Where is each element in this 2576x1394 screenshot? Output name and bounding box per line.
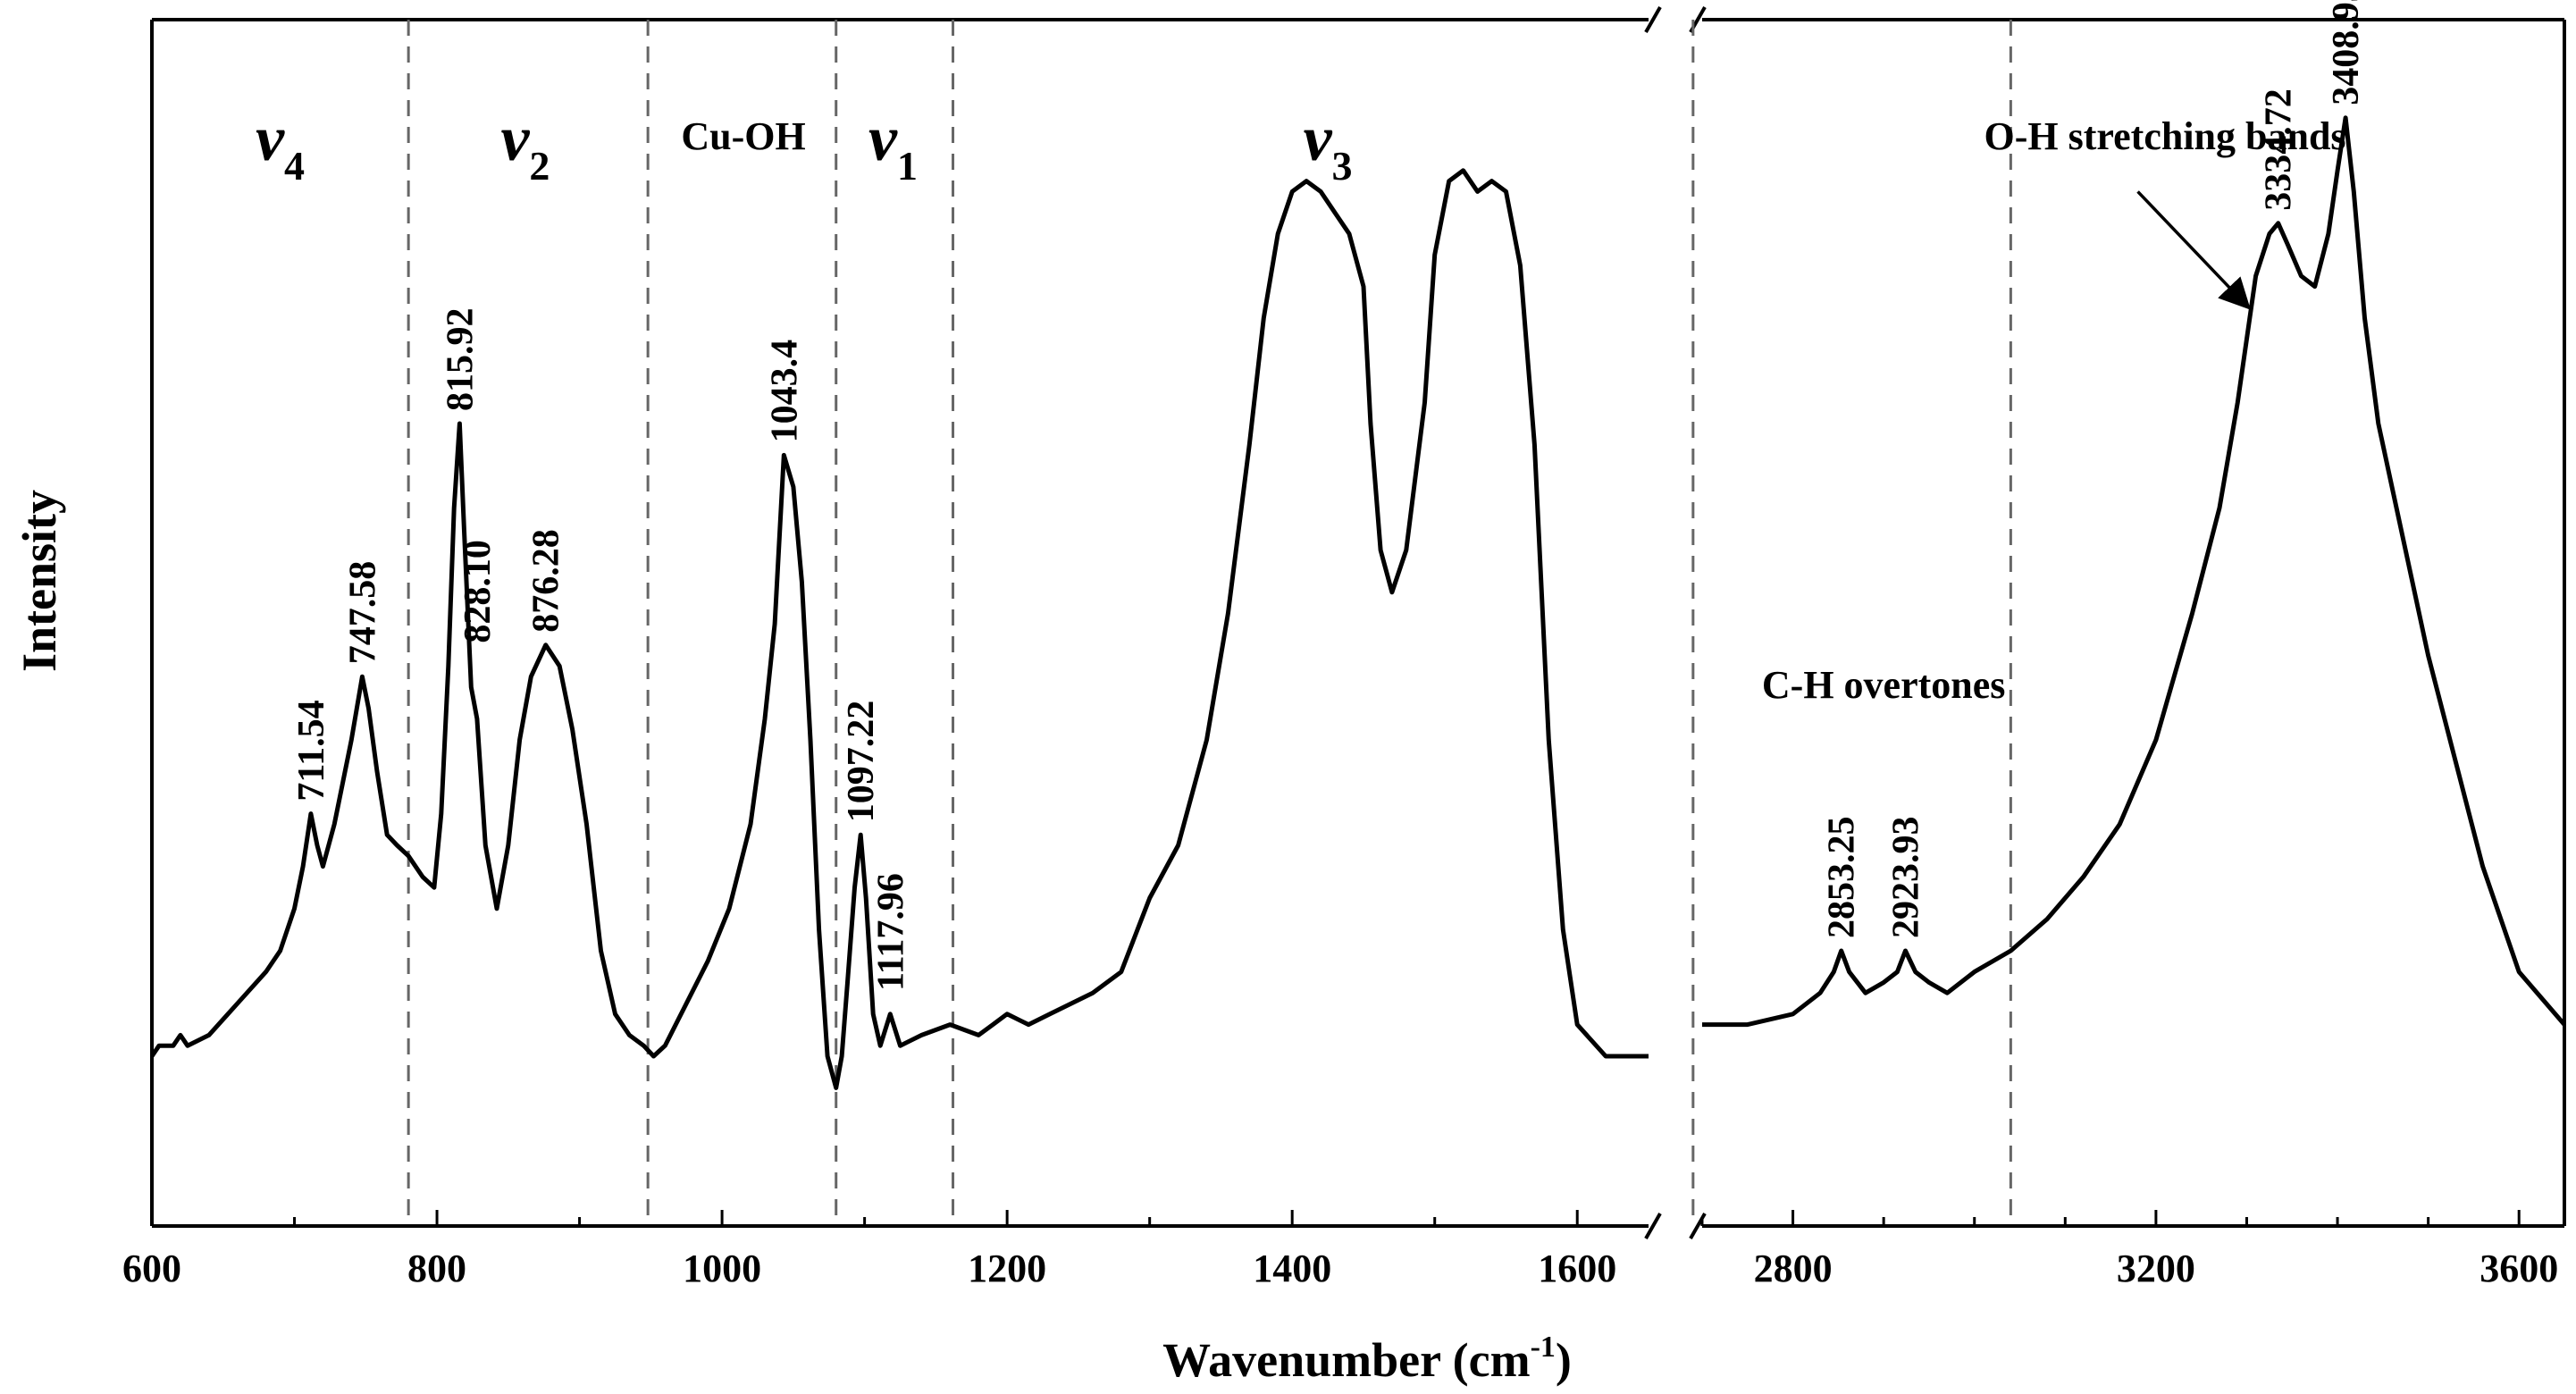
axis-break-mark bbox=[1644, 6, 1662, 33]
x-tick-label-1400: 1400 bbox=[1253, 1247, 1331, 1290]
oh-band-arrow bbox=[2136, 190, 2251, 310]
spectrum-lines bbox=[149, 115, 2566, 1090]
band-subscript: 4 bbox=[284, 143, 305, 189]
peak-label-747.58: 747.58 bbox=[342, 561, 383, 665]
spectrum-line-right bbox=[1702, 115, 2566, 1028]
x-tick-label-3200: 3200 bbox=[2117, 1247, 2195, 1290]
peak-label-828.10: 828.10 bbox=[457, 540, 499, 643]
band-subscript: 3 bbox=[1332, 143, 1353, 189]
band-label-nu1: ν1 bbox=[868, 103, 918, 189]
axis-ticks: 600 800 1000 1200 1400 1600 2800 3200 3600 bbox=[122, 1210, 2558, 1290]
band-label-nu3: ν3 bbox=[1304, 103, 1353, 189]
axes-frame bbox=[150, 6, 2566, 1239]
peak-label-876.28: 876.28 bbox=[526, 529, 567, 633]
band-label-5: C-H overtones bbox=[1762, 663, 2006, 707]
band-label-6: O-H stretching bands bbox=[1984, 114, 2346, 158]
band-symbol: ν bbox=[256, 103, 285, 174]
x-tick-label-3600: 3600 bbox=[2480, 1247, 2558, 1290]
peak-label-711.54: 711.54 bbox=[291, 700, 332, 801]
x-tick-label-1200: 1200 bbox=[968, 1247, 1046, 1290]
x-axis-title-sup: -1 bbox=[1531, 1331, 1556, 1364]
band-subscript: 1 bbox=[897, 143, 918, 189]
x-tick-label-1600: 1600 bbox=[1538, 1247, 1616, 1290]
band-subscript: 2 bbox=[529, 143, 550, 189]
band-symbol: ν bbox=[868, 103, 898, 174]
x-tick-label-2800: 2800 bbox=[1754, 1247, 1833, 1290]
peak-label-1117.96: 1117.96 bbox=[870, 873, 911, 991]
region-dividers bbox=[407, 20, 2012, 1226]
x-axis-title-main: Wavenumber (cm bbox=[1162, 1333, 1530, 1387]
peak-label-3408.95: 3408.95 bbox=[2326, 0, 2367, 105]
peak-label-1097.22: 1097.22 bbox=[841, 701, 882, 823]
peak-label-3334.72: 3334.72 bbox=[2259, 88, 2300, 211]
x-tick-label-800: 800 bbox=[407, 1247, 466, 1290]
band-symbol: ν bbox=[500, 103, 530, 174]
band-label-nu2: ν2 bbox=[500, 103, 550, 189]
peak-label-2853.25: 2853.25 bbox=[1822, 817, 1863, 939]
axis-break-mark bbox=[1644, 1213, 1662, 1239]
band-label-nu4: ν4 bbox=[256, 103, 305, 189]
band-symbol: ν bbox=[1304, 103, 1333, 174]
peak-label-2923.93: 2923.93 bbox=[1886, 817, 1927, 939]
y-axis-title: Intensity bbox=[13, 490, 66, 672]
band-label-2: Cu-OH bbox=[681, 114, 805, 158]
x-axis-title-close: ) bbox=[1556, 1333, 1572, 1387]
x-tick-label-600: 600 bbox=[122, 1247, 181, 1290]
x-axis-title: Wavenumber (cm-1) bbox=[1162, 1331, 1572, 1387]
x-tick-label-1000: 1000 bbox=[683, 1247, 761, 1290]
spectrum-line-left bbox=[149, 168, 1649, 1090]
peak-label-815.92: 815.92 bbox=[440, 308, 481, 412]
peak-label-1043.4: 1043.4 bbox=[764, 340, 805, 443]
